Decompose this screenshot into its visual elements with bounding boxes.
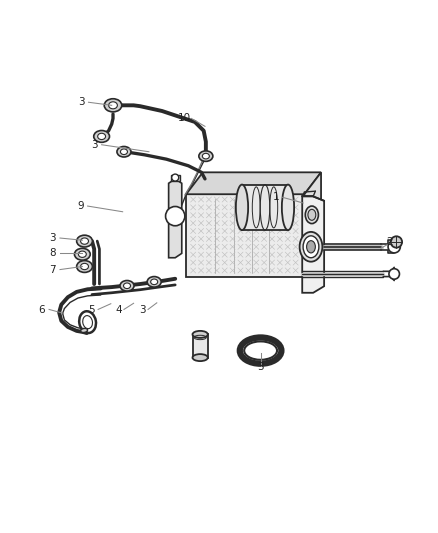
Text: 8: 8 [49,248,56,259]
Text: 6: 6 [38,305,45,316]
Ellipse shape [104,99,122,112]
Circle shape [166,206,185,226]
Ellipse shape [300,232,322,262]
Ellipse shape [303,236,319,258]
Text: 3: 3 [257,362,264,372]
Polygon shape [193,334,208,358]
Ellipse shape [199,151,213,161]
Ellipse shape [77,235,92,247]
Ellipse shape [94,131,110,142]
Text: 1: 1 [272,192,279,203]
Circle shape [391,236,402,248]
Ellipse shape [192,331,208,338]
Text: 5: 5 [88,305,95,316]
Ellipse shape [282,184,294,230]
Polygon shape [171,174,180,181]
Text: 3: 3 [91,140,98,150]
Ellipse shape [81,328,88,333]
Circle shape [388,241,400,253]
Ellipse shape [307,241,315,253]
Ellipse shape [147,277,161,287]
Ellipse shape [81,263,88,270]
Ellipse shape [109,102,117,109]
Ellipse shape [192,354,208,361]
Text: 3: 3 [139,305,146,316]
Ellipse shape [308,209,316,220]
Ellipse shape [202,154,209,159]
Polygon shape [169,179,182,258]
Ellipse shape [236,184,248,230]
Text: 2: 2 [386,237,393,247]
Text: 7: 7 [49,264,56,274]
Text: 3: 3 [78,97,85,107]
Ellipse shape [120,280,134,291]
Text: 10: 10 [177,114,191,124]
Polygon shape [302,197,324,293]
Ellipse shape [117,147,131,157]
Ellipse shape [83,316,92,329]
Ellipse shape [244,342,277,360]
Ellipse shape [305,206,318,223]
Text: 3: 3 [49,233,56,243]
Polygon shape [304,172,321,278]
Polygon shape [186,172,321,194]
Ellipse shape [124,283,131,288]
Ellipse shape [78,251,86,257]
Ellipse shape [98,133,106,140]
Polygon shape [186,194,304,278]
Ellipse shape [120,149,127,155]
Polygon shape [242,184,288,230]
Ellipse shape [151,279,158,285]
Text: 4: 4 [115,305,122,316]
Ellipse shape [74,248,90,260]
Ellipse shape [81,238,88,244]
Circle shape [389,269,399,279]
Text: 9: 9 [78,201,85,211]
Circle shape [172,174,179,181]
Ellipse shape [77,261,92,272]
